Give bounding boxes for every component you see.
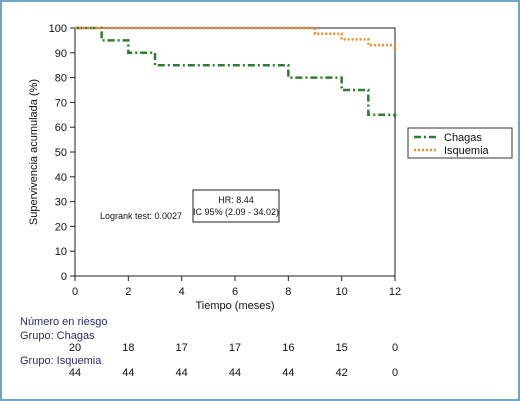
risk-count: 44 (228, 367, 242, 379)
x-tick-label: 8 (285, 286, 291, 298)
risk-count: 20 (68, 342, 82, 354)
risk-count: 42 (335, 367, 348, 379)
y-tick-label: 30 (55, 197, 67, 209)
y-tick-label: 100 (49, 23, 67, 35)
hr-annotation-box (192, 189, 280, 223)
risk-count: 44 (282, 367, 295, 379)
y-tick-label: 40 (55, 172, 67, 184)
x-tick-label: 12 (389, 286, 401, 298)
y-tick-label: 50 (55, 147, 67, 159)
ci-annotation: IC 95% (2.09 - 34.02) (193, 207, 279, 217)
legend-label-chagas: Chagas (444, 132, 482, 144)
y-tick-label: 10 (55, 246, 67, 258)
risk-count: 44 (122, 367, 135, 379)
survival-curve-chagas (75, 26, 397, 118)
risk-count: 17 (228, 342, 242, 354)
y-tick-label: 80 (55, 73, 67, 85)
y-tick-label: 60 (55, 122, 67, 134)
risk-count: 44 (175, 367, 188, 379)
x-tick-label: 2 (125, 286, 131, 298)
y-tick-label: 0 (61, 271, 67, 283)
x-tick-label: 0 (72, 286, 78, 298)
y-axis-label: Supervivencia acumulada (%) (28, 79, 40, 225)
y-tick-label: 70 (55, 97, 67, 109)
risk-count: 15 (335, 342, 348, 354)
x-tick-label: 6 (232, 286, 238, 298)
risk-count: 18 (122, 342, 135, 354)
logrank-annotation: Logrank test: 0.0027 (100, 211, 182, 221)
risk-count: 0 (391, 367, 399, 379)
risk-table-title: Número en riesgo (20, 316, 108, 328)
risk-group-isquemia-label: Grupo: Isquemia (20, 355, 102, 367)
risk-group-chagas-label: Grupo: Chagas (20, 330, 95, 342)
hr-annotation: HR: 8.44 (218, 195, 254, 205)
y-tick-label: 20 (55, 221, 67, 233)
x-axis-label: Tiempo (meses) (195, 300, 274, 312)
legend-box (407, 127, 513, 159)
x-tick-label: 10 (336, 286, 348, 298)
x-tick-label: 4 (179, 286, 185, 298)
risk-count: 0 (391, 342, 399, 354)
y-tick-label: 90 (55, 48, 67, 60)
risk-count: 16 (282, 342, 295, 354)
legend-label-isquemia: Isquemia (444, 145, 490, 157)
risk-count: 17 (175, 342, 188, 354)
risk-count: 44 (68, 367, 82, 379)
